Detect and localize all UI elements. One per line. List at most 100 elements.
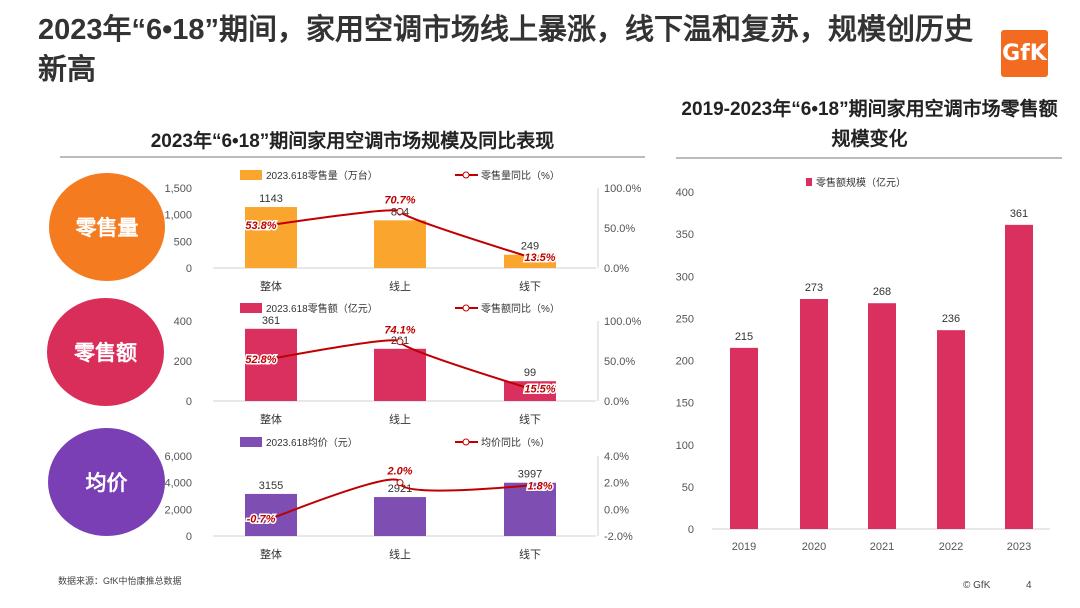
yoy-label: 70.7% [384,194,415,206]
sales-circle-label: 零售额 [74,342,137,365]
y2-tick-label: 50.0% [604,223,635,235]
category-label: 整体 [260,279,282,293]
y-tick-label: 400 [174,316,192,328]
bar-value-label: 99 [524,367,536,379]
bar-value-label: 3997 [518,469,542,481]
yoy-point [526,385,534,393]
legend-label-line: 均价同比（%） [481,437,550,449]
right-bar-value-label: 361 [1010,208,1028,220]
price-circle-label: 均价 [85,472,128,495]
sales-circle: 零售额 [47,298,164,406]
legend-swatch-bar [240,303,262,313]
gfk-logo: GfK [1001,30,1048,77]
bar [374,348,426,401]
page-number: 4 [1026,580,1032,591]
bar [245,493,297,536]
right-category-label: 2023 [1007,541,1031,553]
yoy-label: 52.8% [245,354,276,366]
legend-swatch-bar [240,170,262,180]
data-source: 数据来源：GfK中怡康推总数据 [58,576,182,586]
right-bar [868,303,896,529]
category-label: 线上 [389,279,411,293]
bar [374,220,426,268]
yoy-label: 15.5% [524,384,555,396]
right-bar-value-label: 215 [735,331,753,343]
right-y-tick-label: 300 [676,271,694,283]
legend-label-line: 零售量同比（%） [481,169,560,182]
right-category-label: 2022 [939,541,963,553]
right-chart-subtitle: 2019-2023年“6•18”期间家用空调市场零售额规模变化 [681,99,1058,150]
legend-marker-line [462,171,470,179]
right-bar-value-label: 236 [942,313,960,325]
y2-tick-label: 2.0% [604,478,629,490]
right-y-tick-label: 400 [676,187,694,199]
price-circle: 均价 [48,428,165,536]
bar [245,328,297,401]
yoy-point [396,207,404,215]
right-y-tick-label: 50 [682,482,694,494]
category-label: 线下 [519,412,541,426]
y-tick-label: 2,000 [164,504,192,516]
y-tick-label: 500 [174,236,192,248]
right-category-label: 2019 [732,541,756,553]
legend-label-bar: 2023.618均价（元） [266,437,358,449]
yoy-point [526,481,534,489]
y2-tick-label: 0.0% [604,504,629,516]
right-bar [800,298,828,529]
bar-value-label: 361 [262,315,280,327]
y2-tick-label: 4.0% [604,451,629,463]
right-y-tick-label: 200 [676,356,694,368]
y-tick-label: 1,500 [164,183,192,195]
right-bar [1005,224,1033,530]
right-bar [937,330,965,529]
y2-tick-label: 0.0% [604,396,629,408]
left-divider [60,156,645,158]
yoy-label: 2.0% [386,466,412,478]
right-bar-value-label: 273 [805,282,823,294]
y2-tick-label: -2.0% [604,531,633,543]
bar-value-label: 2921 [388,483,412,495]
copyright: © GfK [963,580,991,591]
right-y-tick-label: 150 [676,398,694,410]
category-label: 线上 [389,412,411,426]
bar [374,497,426,536]
right-bar-value-label: 268 [873,286,891,298]
y-tick-label: 6,000 [164,451,192,463]
legend-swatch-bar [240,437,262,447]
legend-label-bar: 2023.618零售量（万台） [266,169,378,182]
page-title: 2023年“6•18”期间，家用空调市场线上暴涨，线下温和复苏，规模创历史新高 [38,14,974,86]
yoy-label: -0.7% [247,514,276,526]
right-y-tick-label: 0 [688,524,694,536]
right-legend-label: 零售额规模（亿元） [816,176,906,189]
y-tick-label: 4,000 [164,478,192,490]
y-tick-label: 0 [186,396,192,408]
category-label: 整体 [260,412,282,426]
category-label: 线上 [389,547,411,561]
category-label: 整体 [260,547,282,561]
yoy-label: 13.5% [524,252,555,264]
yoy-point [396,479,404,487]
category-label: 线下 [519,279,541,293]
right-category-label: 2020 [802,541,826,553]
y2-tick-label: 100.0% [604,316,642,328]
bar-value-label: 249 [521,241,539,253]
bar-value-label: 3155 [259,480,283,492]
y-tick-label: 0 [186,531,192,543]
legend-marker-line [462,438,470,446]
yoy-point [526,253,534,261]
volume-circle-label: 零售量 [75,217,139,240]
right-y-tick-label: 100 [676,440,694,452]
right-bar [730,347,758,529]
legend-marker-line [462,304,470,312]
y-tick-label: 0 [186,263,192,275]
y-tick-label: 1,000 [164,210,192,222]
volume-circle: 零售量 [49,173,165,281]
bar-value-label: 1143 [259,193,283,205]
right-category-label: 2021 [870,541,894,553]
left-chart-subtitle: 2023年“6•18”期间家用空调市场规模及同比表现 [150,131,555,152]
yoy-point [267,515,275,523]
legend-label-bar: 2023.618零售额（亿元） [266,302,378,315]
yoy-point [396,338,404,346]
yoy-label: 74.1% [384,325,415,337]
